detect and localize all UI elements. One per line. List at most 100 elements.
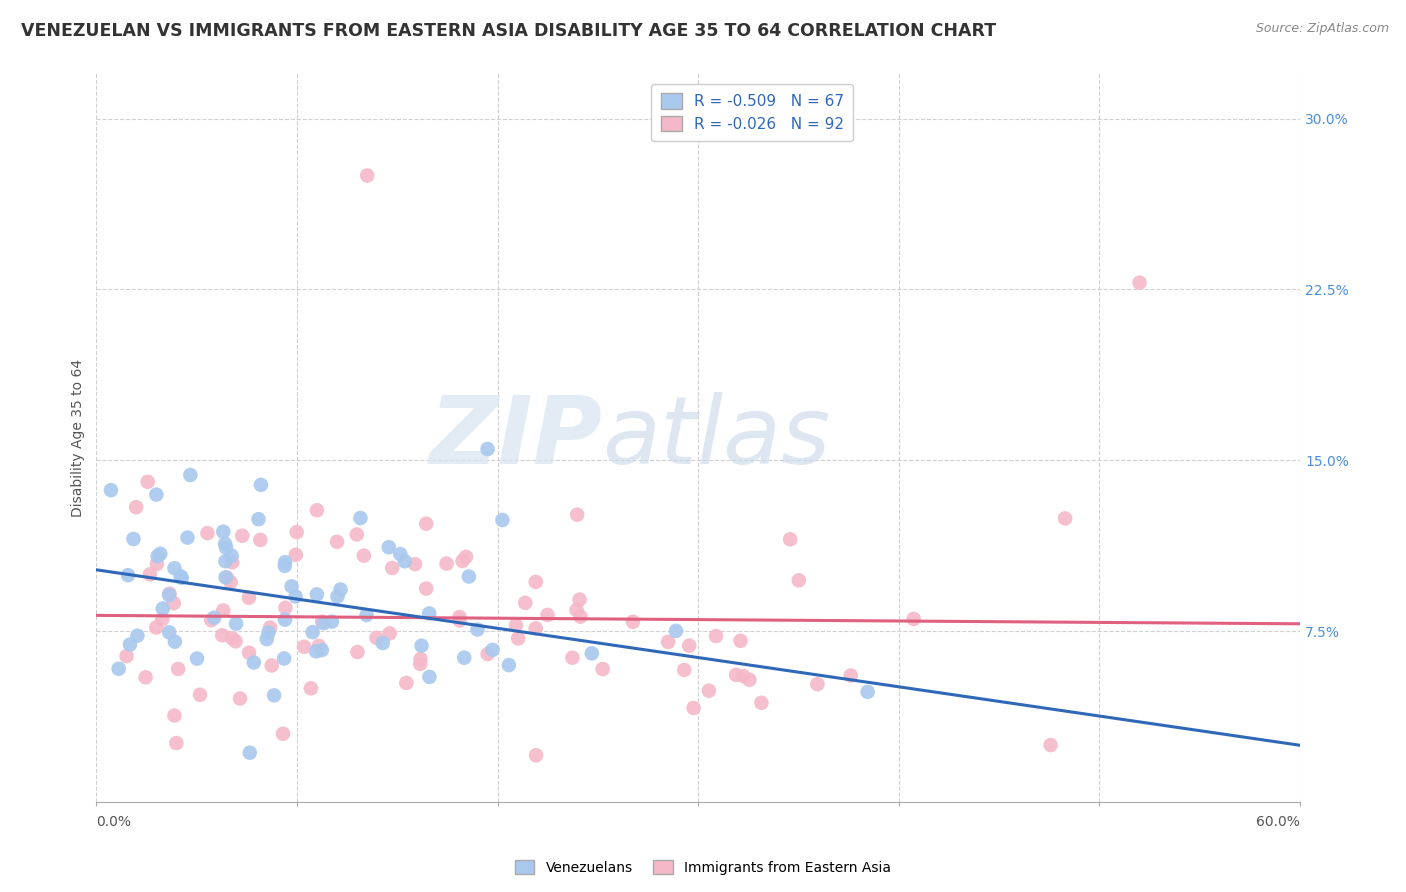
Point [411, 639, 433, 653]
Point [100, 483, 122, 498]
Point [508, 632, 530, 646]
Point [225, 634, 247, 648]
Point [477, 442, 499, 456]
Point [197, 526, 219, 541]
Text: 0.0%: 0.0% [97, 815, 131, 830]
Point [349, 511, 371, 525]
Point [136, 475, 159, 489]
Point [305, 644, 328, 658]
Point [274, 558, 297, 573]
Point [467, 623, 489, 637]
Point [215, 571, 238, 585]
Text: 60.0%: 60.0% [1256, 815, 1301, 830]
Point [665, 624, 688, 638]
Point [673, 663, 696, 677]
Point [163, 596, 186, 610]
Point [409, 657, 432, 671]
Point [449, 610, 471, 624]
Point [145, 487, 167, 501]
Point [231, 529, 253, 543]
Point [179, 468, 201, 483]
Point [381, 561, 404, 575]
Point [221, 549, 243, 563]
Legend: Venezuelans, Immigrants from Eastern Asia: Venezuelans, Immigrants from Eastern Asi… [509, 855, 897, 880]
Point [738, 673, 761, 687]
Point [524, 574, 547, 589]
Point [404, 557, 426, 571]
Point [135, 670, 157, 684]
Point [415, 516, 437, 531]
Point [299, 681, 322, 696]
Point [229, 691, 252, 706]
Point [725, 668, 748, 682]
Point [751, 696, 773, 710]
Point [149, 547, 172, 561]
Point [491, 513, 513, 527]
Point [311, 615, 333, 629]
Point [212, 603, 235, 617]
Point [176, 531, 198, 545]
Point [308, 639, 330, 653]
Text: VENEZUELAN VS IMMIGRANTS FROM EASTERN ASIA DISABILITY AGE 35 TO 64 CORRELATION C: VENEZUELAN VS IMMIGRANTS FROM EASTERN AS… [21, 22, 997, 40]
Point [839, 668, 862, 682]
Point [146, 557, 169, 571]
Point [125, 500, 148, 515]
Point [346, 527, 368, 541]
Point [284, 548, 307, 562]
Point [107, 662, 129, 676]
Point [212, 524, 235, 539]
Point [260, 658, 283, 673]
Point [567, 508, 589, 522]
Point [682, 701, 704, 715]
Point [274, 600, 297, 615]
Point [163, 634, 186, 648]
Point [356, 608, 378, 623]
Point [273, 651, 295, 665]
Y-axis label: Disability Age 35 to 64: Disability Age 35 to 64 [72, 359, 86, 516]
Point [326, 534, 349, 549]
Point [284, 590, 307, 604]
Point [117, 568, 139, 582]
Point [481, 643, 503, 657]
Point [409, 652, 432, 666]
Point [249, 533, 271, 547]
Point [170, 571, 193, 585]
Point [418, 607, 440, 621]
Point [239, 746, 262, 760]
Point [418, 670, 440, 684]
Point [678, 639, 700, 653]
Point [565, 603, 588, 617]
Point [730, 633, 752, 648]
Point [145, 620, 167, 634]
Point [274, 555, 297, 569]
Point [326, 590, 349, 604]
Text: atlas: atlas [602, 392, 830, 483]
Point [165, 736, 187, 750]
Text: Source: ZipAtlas.com: Source: ZipAtlas.com [1256, 22, 1389, 36]
Point [371, 636, 394, 650]
Point [163, 708, 186, 723]
Point [1054, 511, 1077, 525]
Point [247, 512, 270, 526]
Point [305, 587, 328, 601]
Point [146, 549, 169, 564]
Point [215, 541, 238, 555]
Point [569, 609, 592, 624]
Point [301, 625, 323, 640]
Point [305, 503, 328, 517]
Point [657, 635, 679, 649]
Point [366, 631, 388, 645]
Point [219, 575, 242, 590]
Point [202, 610, 225, 624]
Point [515, 596, 537, 610]
Legend: R = -0.509   N = 67, R = -0.026   N = 92: R = -0.509 N = 67, R = -0.026 N = 92 [651, 84, 853, 141]
Point [697, 683, 720, 698]
Point [211, 628, 233, 642]
Point [312, 616, 335, 631]
Point [394, 554, 416, 568]
Point [353, 549, 375, 563]
Text: ZIP: ZIP [429, 392, 602, 483]
Point [787, 574, 810, 588]
Point [256, 632, 278, 647]
Point [321, 615, 343, 629]
